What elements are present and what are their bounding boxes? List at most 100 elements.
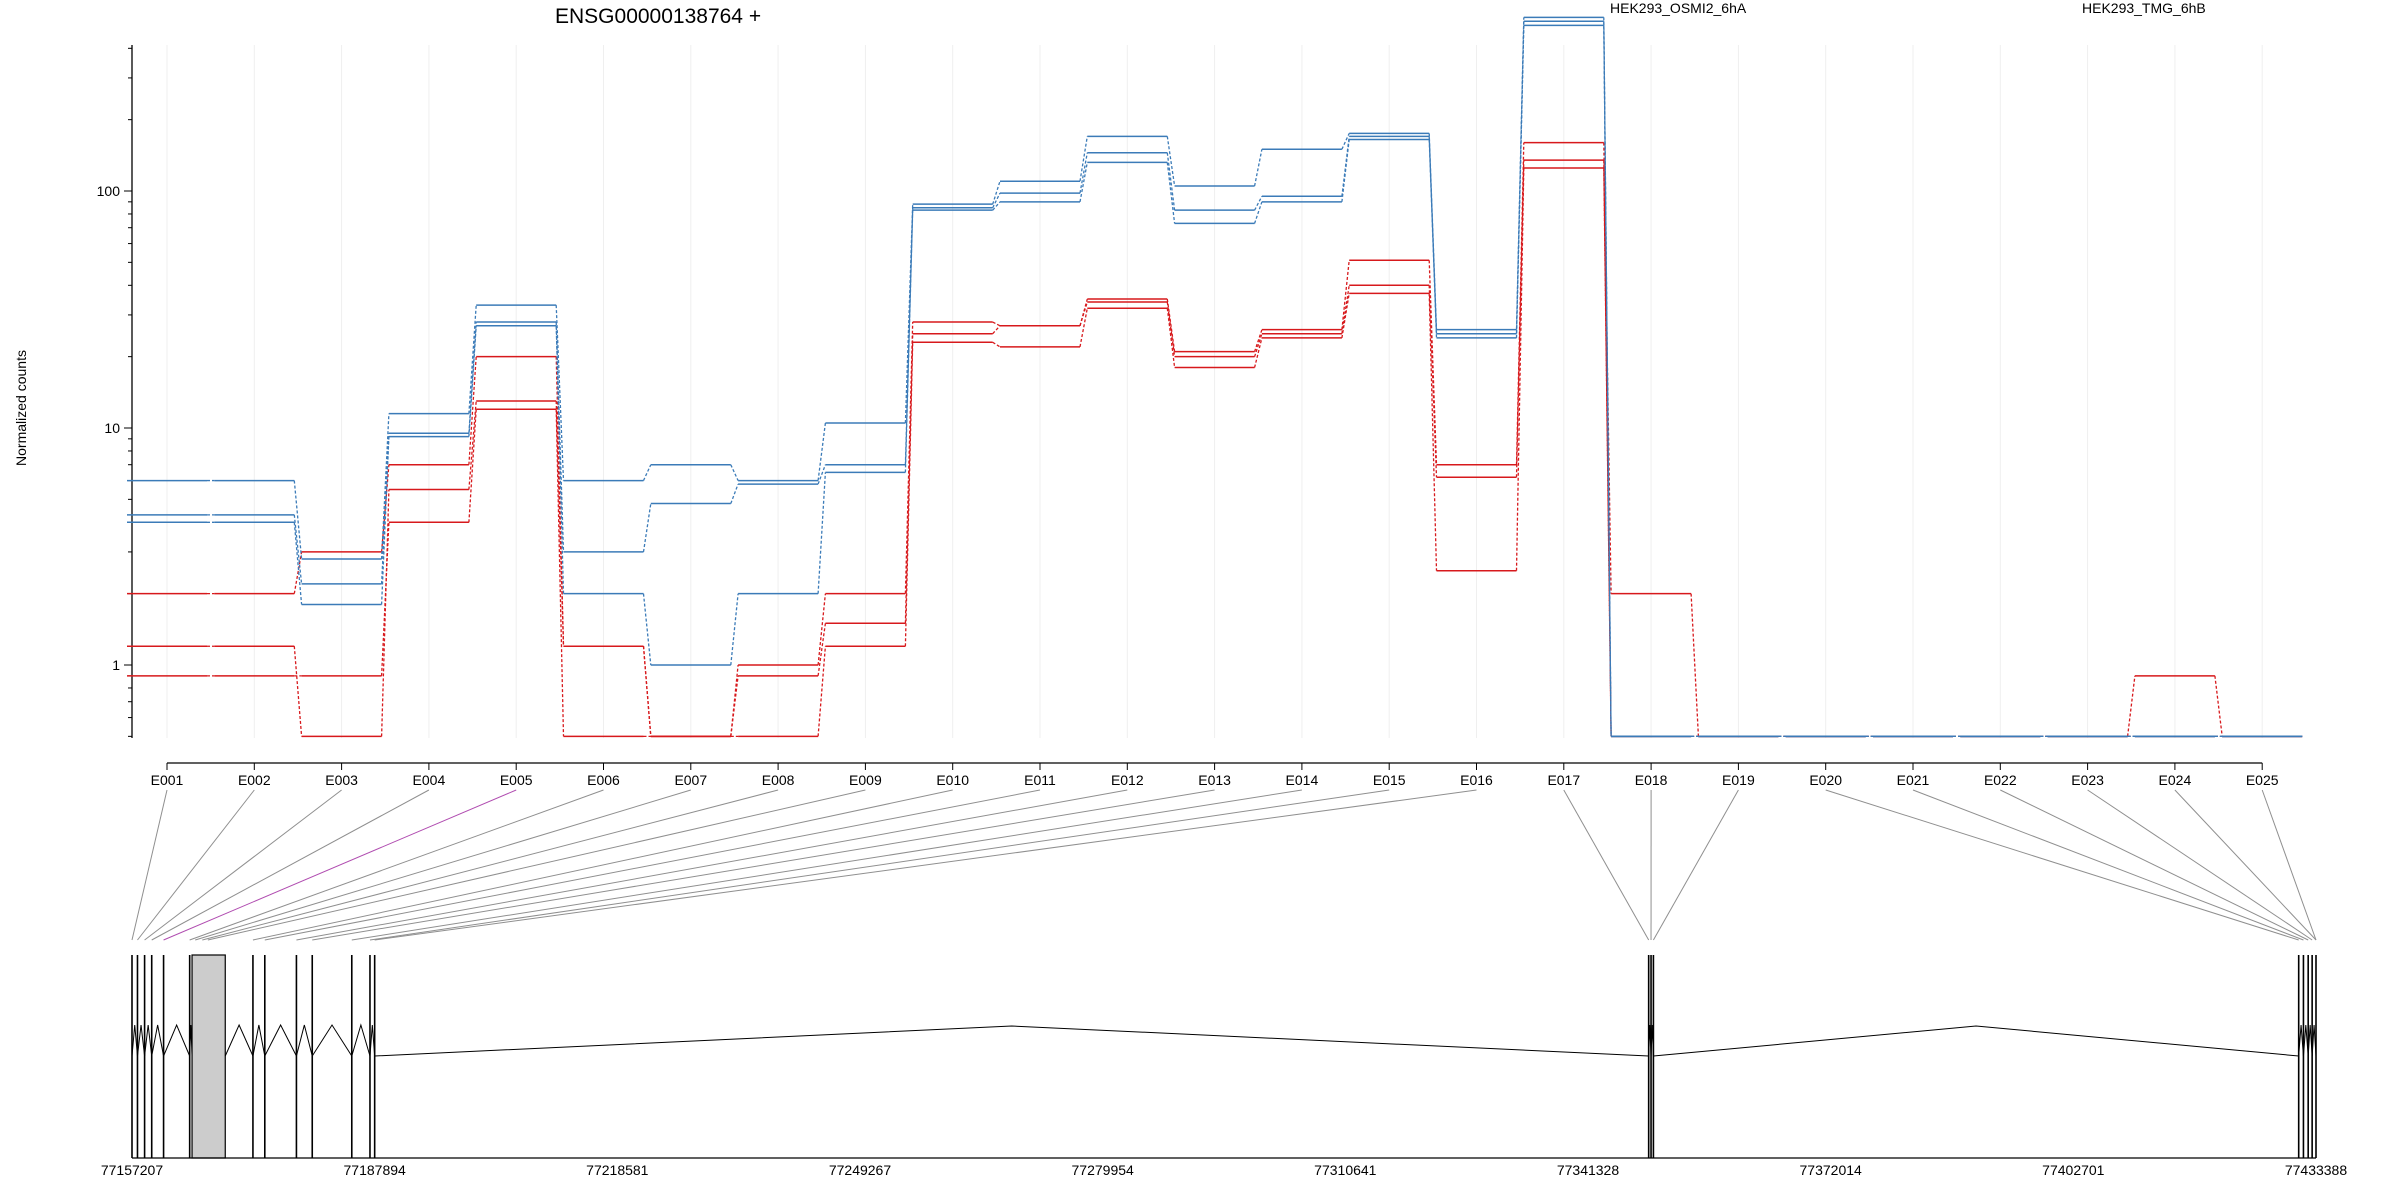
- x-tick-label: E010: [936, 772, 969, 788]
- y-axis-label: Normalized counts: [13, 350, 29, 466]
- intron-line: [2298, 1024, 2304, 1057]
- x-tick-label: E021: [1897, 772, 1930, 788]
- series-connector: [992, 201, 1001, 211]
- gene-model: 77157207 77187894 77218581 77249267 77279954…: [101, 789, 2348, 1178]
- series-connector: [730, 593, 739, 666]
- series-connector: [1253, 329, 1263, 352]
- genomic-tick-label: 77402701: [2042, 1162, 2105, 1178]
- series-connector: [1079, 152, 1088, 194]
- x-tick-label: E001: [151, 772, 184, 788]
- series-connector: [2214, 675, 2223, 737]
- series-connector: [642, 503, 652, 553]
- exon-mapping-line: [252, 789, 953, 941]
- intron-line: [1648, 1024, 1652, 1057]
- genomic-tick-label: 77218581: [586, 1162, 649, 1178]
- genomic-tick-label: 77310641: [1314, 1162, 1377, 1178]
- series-connector: [730, 675, 739, 737]
- exon-mapping-line: [2174, 789, 2317, 941]
- y-tick-label: 10: [104, 420, 120, 436]
- exon-mapping-line: [351, 789, 1302, 941]
- series-connector: [293, 514, 303, 584]
- series-connector: [1079, 136, 1088, 182]
- exon-mapping-line: [207, 789, 866, 941]
- x-tick-label: E003: [325, 772, 358, 788]
- intron-line: [189, 1024, 193, 1057]
- x-tick-label: E016: [1460, 772, 1493, 788]
- intron-line: [136, 1024, 146, 1057]
- series-connector: [904, 342, 914, 647]
- series-connector: [468, 409, 477, 523]
- series-connector: [380, 489, 390, 737]
- exon-mapping-line: [1563, 789, 1650, 941]
- series-connector: [468, 325, 477, 437]
- exon-mapping-line: [296, 789, 1128, 941]
- series-connector: [293, 646, 303, 737]
- series-connector: [992, 325, 1001, 335]
- y-tick-label: 100: [97, 183, 121, 199]
- x-tick-label: E024: [2159, 772, 2192, 788]
- series-connector: [555, 305, 565, 481]
- genomic-tick-label: 77157207: [101, 1162, 164, 1178]
- exon-mapping-line: [137, 789, 255, 941]
- exon-mapping-line: [2000, 789, 2309, 941]
- genomic-tick-label: 77372014: [1800, 1162, 1863, 1178]
- series-connector: [817, 472, 827, 594]
- intron-line: [1653, 1025, 2299, 1057]
- x-tick-label: E015: [1373, 772, 1406, 788]
- series-connector: [468, 305, 477, 414]
- x-tick-label: E022: [1984, 772, 2017, 788]
- series-connector: [380, 413, 390, 560]
- x-tick-label: E017: [1547, 772, 1580, 788]
- series-connector: [1341, 285, 1350, 334]
- series-connector: [2126, 675, 2136, 737]
- intron-line: [2307, 1024, 2313, 1057]
- series-connector: [1166, 298, 1176, 352]
- exon-mapping-line: [151, 789, 430, 941]
- series-connector: [817, 464, 827, 485]
- x-tick-label: E011: [1024, 772, 1056, 788]
- series-connector: [1166, 136, 1176, 187]
- x-tick-label: E023: [2071, 772, 2104, 788]
- intron-line: [264, 1023, 297, 1057]
- exon-mapping-line: [264, 789, 1041, 941]
- exon-mapping-line: [163, 789, 517, 941]
- exon-mapping-line: [2087, 789, 2313, 941]
- series-connector: [1428, 285, 1438, 478]
- series-connector: [1079, 162, 1088, 202]
- series-line: [127, 24, 2303, 738]
- series-connector: [1690, 593, 1700, 737]
- series-connector: [992, 192, 1001, 209]
- x-tick-label: E009: [849, 772, 882, 788]
- exon-mapping-line: [312, 789, 1215, 941]
- genomic-tick-label: 77249267: [829, 1162, 892, 1178]
- x-tick-label: E007: [674, 772, 707, 788]
- genomic-tick-label: 77341328: [1557, 1162, 1620, 1178]
- series-connector: [1254, 195, 1263, 211]
- series-connector: [730, 464, 739, 481]
- series-connector: [1515, 168, 1525, 571]
- genomic-tick-label: 77433388: [2285, 1162, 2348, 1178]
- series-connector: [1341, 139, 1350, 202]
- x-tick-label: E004: [413, 772, 446, 788]
- x-tick-label: E002: [238, 772, 271, 788]
- exon-mapping-line: [195, 789, 691, 941]
- exon-mapping-line: [202, 789, 779, 941]
- exon-mapping-line: [131, 789, 168, 941]
- series-connector: [1253, 201, 1263, 224]
- exon-mapping-line: [2261, 789, 2317, 941]
- series-connector: [992, 180, 1001, 205]
- series-connector: [992, 341, 1001, 348]
- series-connector: [642, 646, 652, 737]
- series-connector: [1341, 293, 1350, 338]
- x-tick-label: E014: [1286, 772, 1319, 788]
- intron-line: [224, 1023, 254, 1057]
- y-tick-label: 1: [112, 657, 120, 673]
- x-tick-label: E005: [500, 772, 533, 788]
- exon-mapping-line: [189, 789, 604, 941]
- intron-line: [144, 1024, 153, 1057]
- series-connector: [1515, 25, 1525, 338]
- exon-mapping-line: [1825, 789, 2299, 941]
- series-connector: [1079, 298, 1088, 326]
- series-connector: [1079, 301, 1088, 326]
- intron-line: [351, 1023, 371, 1057]
